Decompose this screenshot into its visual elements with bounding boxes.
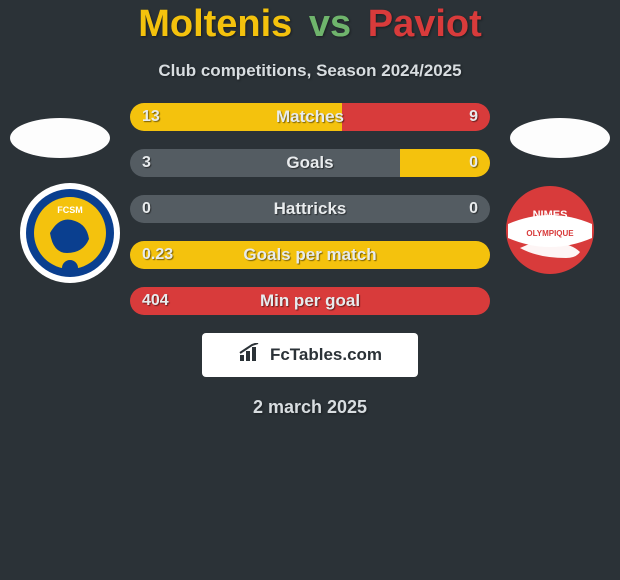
stat-row: Goals3 0 — [130, 149, 490, 177]
stat-value-right — [466, 241, 490, 269]
svg-text:OLYMPIQUE: OLYMPIQUE — [526, 229, 574, 238]
stat-label: Min per goal — [130, 287, 490, 315]
stat-label: Matches — [130, 103, 490, 131]
title-vs: vs — [309, 3, 351, 45]
svg-text:NIMES: NIMES — [533, 209, 568, 221]
stat-value-right: 0 — [457, 195, 490, 223]
brand-badge: FcTables.com — [202, 333, 418, 377]
stat-row: Matches13 9 — [130, 103, 490, 131]
brand-text: FcTables.com — [270, 345, 382, 365]
comparison-card: Moltenis vs Paviot Club competitions, Se… — [0, 0, 620, 580]
stat-value-left: 3 — [130, 149, 163, 177]
player-left-name: Moltenis — [138, 3, 292, 45]
stat-value-right: 0 — [457, 149, 490, 177]
flag-left — [10, 118, 110, 158]
stat-value-left: 0.23 — [130, 241, 185, 269]
flag-right — [510, 118, 610, 158]
stat-value-left: 0 — [130, 195, 163, 223]
stats-list: Matches139Goals30Hattricks00Goals per ma… — [130, 103, 490, 315]
stat-row: Min per goal404 — [130, 287, 490, 315]
player-right-name: Paviot — [368, 3, 482, 45]
stat-value-left: 13 — [130, 103, 172, 131]
stat-label: Goals — [130, 149, 490, 177]
stat-value-right — [466, 287, 490, 315]
stat-value-right: 9 — [457, 103, 490, 131]
stat-label: Hattricks — [130, 195, 490, 223]
stat-value-left: 404 — [130, 287, 181, 315]
club-crest-left: FCSM — [20, 178, 120, 288]
stat-row: Hattricks0 0 — [130, 195, 490, 223]
subtitle: Club competitions, Season 2024/2025 — [0, 61, 620, 81]
svg-text:FCSM: FCSM — [57, 205, 83, 215]
stat-row: Goals per match0.23 — [130, 241, 490, 269]
match-date: 2 march 2025 — [0, 397, 620, 418]
chart-icon — [238, 343, 264, 368]
club-crest-right: NIMES OLYMPIQUE — [500, 178, 600, 288]
page-title: Moltenis vs Paviot — [0, 5, 620, 43]
